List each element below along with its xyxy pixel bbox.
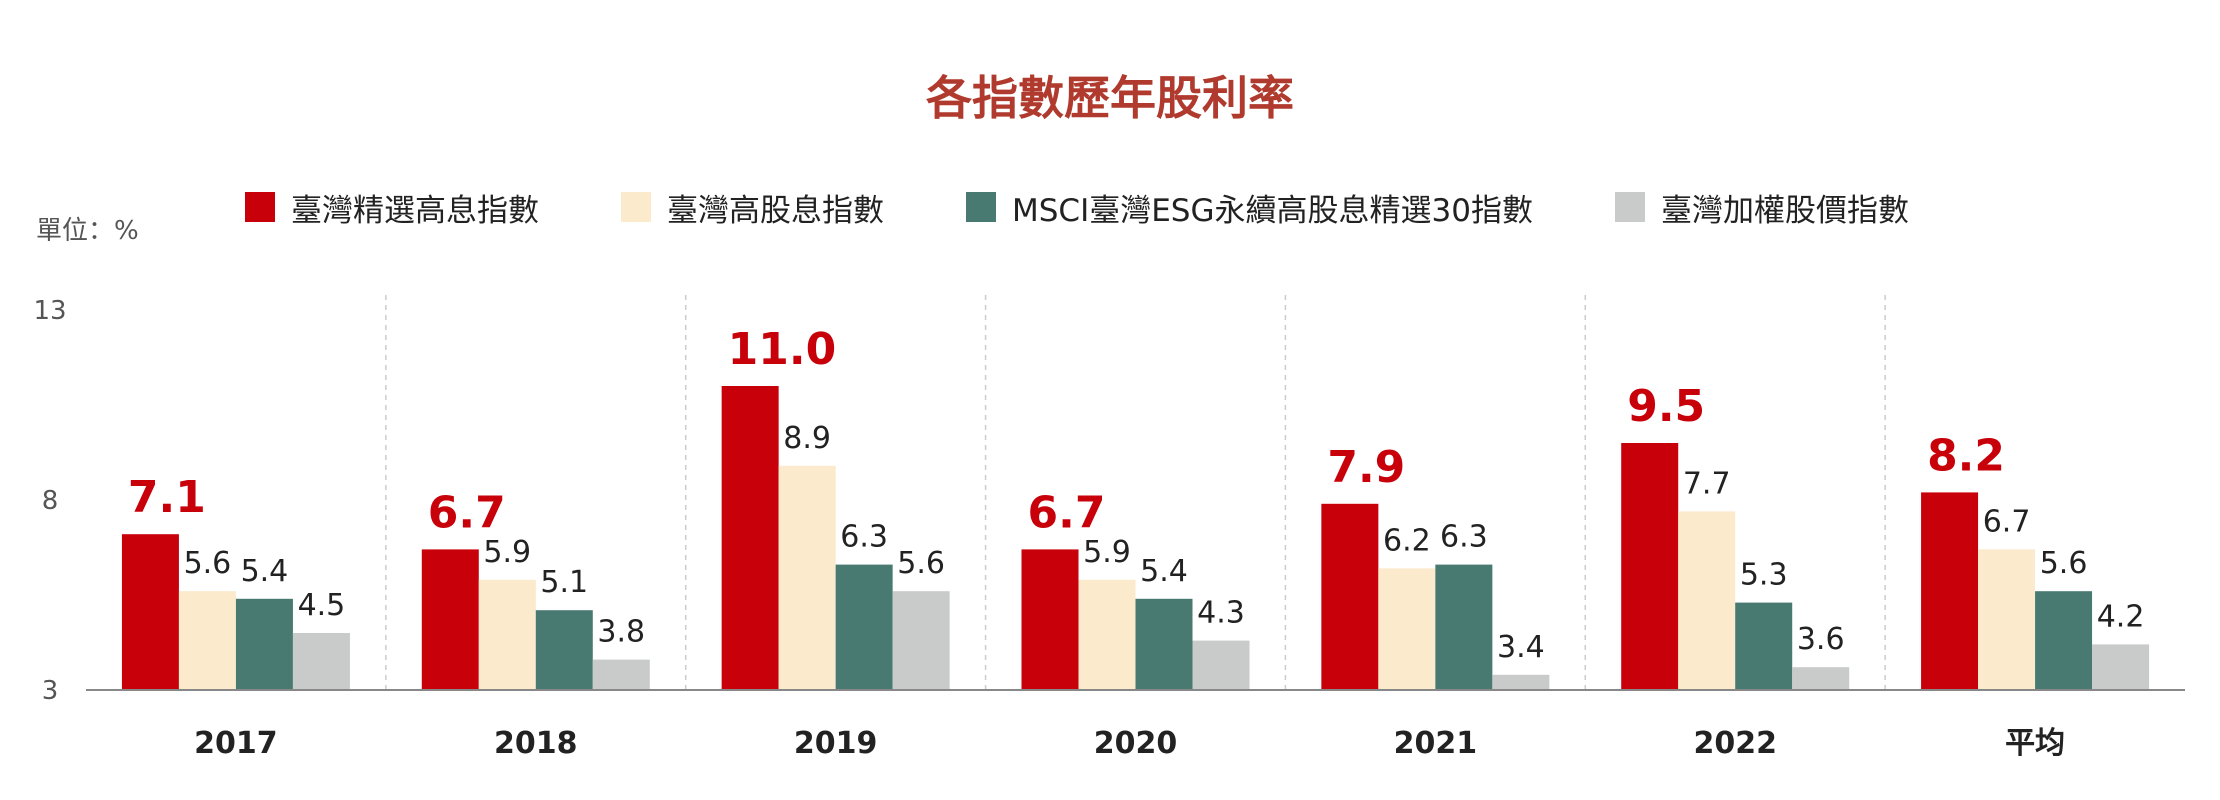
legend: 臺灣精選高息指數 臺灣高股息指數 MSCI臺灣ESG永續高股息精選30指數 臺灣加權股… [245, 185, 1991, 230]
data-label: 4.3 [1197, 596, 1245, 631]
legend-item: 臺灣加權股價指數 [1614, 185, 1909, 230]
data-label: 7.9 [1327, 442, 1405, 493]
data-label: 6.2 [1383, 523, 1431, 558]
bar [1792, 667, 1850, 690]
data-label: 6.3 [840, 520, 888, 555]
category-label: 2019 [794, 726, 878, 761]
bar [2035, 591, 2093, 690]
bar [1078, 579, 1136, 690]
data-label: 6.7 [428, 487, 506, 538]
data-label: 6.7 [1983, 504, 2031, 539]
bar [1435, 564, 1493, 690]
data-label: 5.1 [540, 565, 588, 600]
category-label: 2018 [494, 726, 578, 761]
bar [1978, 549, 2036, 690]
legend-swatch [966, 192, 996, 222]
category-label: 2021 [1394, 726, 1478, 761]
bar [721, 386, 779, 690]
bar [1621, 443, 1679, 690]
bar [421, 549, 479, 690]
data-label: 5.9 [1083, 535, 1131, 570]
category-label: 平均 [2005, 726, 2065, 761]
category-label: 2020 [1094, 726, 1178, 761]
legend-item: 臺灣精選高息指數 [245, 185, 539, 230]
data-label: 8.2 [1927, 430, 2005, 481]
data-label: 7.1 [128, 472, 206, 523]
data-label: 5.4 [1140, 554, 1188, 589]
legend-label: 臺灣加權股價指數 [1660, 192, 1909, 229]
y-tick-label: 13 [33, 296, 66, 326]
bar [1921, 492, 1979, 690]
bar [1192, 640, 1250, 690]
data-label: 7.7 [1683, 466, 1731, 501]
bar [535, 610, 593, 690]
data-label: 5.6 [897, 546, 945, 581]
bar [592, 659, 650, 690]
data-label: 5.4 [241, 554, 289, 589]
bar [292, 633, 350, 690]
data-label: 6.7 [1028, 487, 1106, 538]
data-label: 4.2 [2097, 599, 2145, 634]
chart-title: 各指數歷年股利率 [926, 71, 1294, 125]
bar [478, 579, 536, 690]
category-label: 2017 [194, 726, 278, 761]
data-label: 5.6 [2040, 546, 2088, 581]
legend-item: 臺灣高股息指數 [621, 185, 884, 230]
data-label: 11.0 [728, 324, 837, 375]
bar [1678, 511, 1736, 690]
data-label: 3.4 [1497, 630, 1545, 665]
bar [2092, 644, 2150, 690]
bar [778, 465, 836, 690]
bar [1135, 598, 1193, 690]
legend-label: 臺灣精選高息指數 [291, 192, 539, 229]
bar [1021, 549, 1079, 690]
data-label: 3.8 [597, 615, 645, 650]
unit-label: 單位：% [36, 216, 139, 246]
bar [121, 534, 179, 690]
legend-label: 臺灣高股息指數 [667, 192, 884, 229]
bar [235, 598, 293, 690]
bar [1735, 602, 1793, 690]
bar [178, 591, 236, 690]
data-label: 4.5 [298, 588, 346, 623]
legend-swatch [1614, 192, 1645, 222]
data-label: 5.9 [483, 535, 531, 570]
bar [892, 591, 950, 690]
data-label: 8.9 [783, 421, 831, 456]
data-label: 3.6 [1797, 622, 1845, 657]
data-label: 6.3 [1440, 520, 1488, 555]
legend-item: MSCI臺灣ESG永續高股息精選30指數 [966, 185, 1533, 230]
y-tick-label: 8 [42, 486, 59, 516]
bar [835, 564, 893, 690]
data-label: 5.3 [1740, 558, 1788, 593]
bar [1492, 674, 1550, 690]
bar [1378, 568, 1436, 690]
data-label: 9.5 [1627, 381, 1705, 432]
y-tick-label: 3 [42, 676, 59, 706]
legend-swatch [245, 192, 275, 222]
data-label: 5.6 [184, 546, 232, 581]
legend-label: MSCI臺灣ESG永續高股息精選30指數 [1012, 192, 1533, 229]
legend-swatch [621, 192, 651, 222]
category-label: 2022 [1693, 726, 1777, 761]
bar [1321, 503, 1379, 690]
